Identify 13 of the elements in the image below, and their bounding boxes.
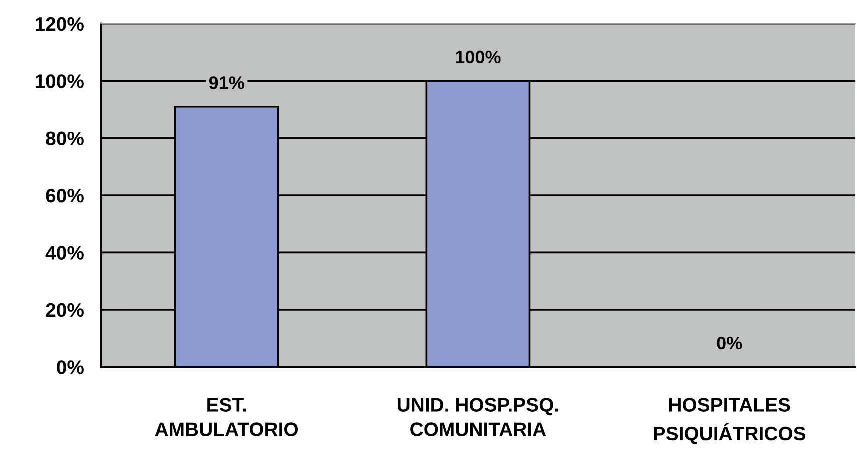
data-label: 100% — [456, 50, 501, 64]
y-tick-label: 20% — [46, 303, 84, 318]
data-label: 0% — [717, 336, 742, 350]
y-tick-label: 120% — [36, 17, 84, 32]
y-tick-label: 60% — [46, 188, 84, 203]
y-tick-label: 80% — [46, 132, 84, 146]
y-tick-label: 100% — [36, 74, 84, 88]
data-label: 91% — [209, 76, 244, 90]
y-tick-label: 40% — [46, 246, 84, 260]
y-tick-label: 0% — [57, 360, 84, 374]
x-tick-label: EST. AMBULATORIO — [155, 398, 298, 436]
x-tick-label: UNID. HOSP.PSQ. COMUNITARIA — [398, 398, 558, 436]
x-tick-label: HOSPITALES PSIQUIÁTRICOS — [654, 398, 806, 444]
